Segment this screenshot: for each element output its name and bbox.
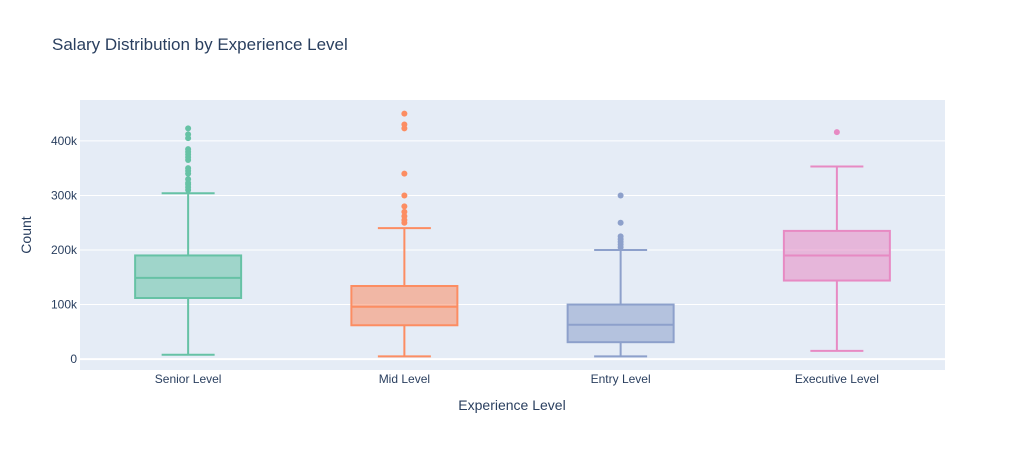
outlier-point: [834, 129, 840, 135]
y-tick-label: 100k: [51, 298, 78, 312]
x-axis-title: Experience Level: [458, 397, 565, 413]
iqr-box: [568, 305, 674, 343]
x-tick-label: Senior Level: [155, 372, 222, 386]
outlier-point: [401, 209, 407, 215]
outlier-point: [618, 192, 624, 198]
outlier-point: [618, 220, 624, 226]
outlier-point: [185, 146, 191, 152]
outlier-point: [185, 165, 191, 171]
y-axis-ticks: 0 100k 200k 300k 400k: [51, 134, 78, 366]
iqr-box: [351, 286, 457, 325]
outlier-point: [401, 171, 407, 177]
iqr-box: [135, 255, 241, 298]
x-tick-label: Executive Level: [795, 372, 879, 386]
outlier-point: [185, 125, 191, 131]
y-tick-label: 300k: [51, 188, 78, 202]
outlier-point: [401, 111, 407, 117]
x-tick-label: Entry Level: [591, 372, 651, 386]
outlier-point: [618, 233, 624, 239]
outlier-point: [401, 122, 407, 128]
outlier-point: [401, 203, 407, 209]
outlier-point: [185, 131, 191, 137]
y-axis-title: Count: [18, 216, 34, 253]
y-tick-label: 200k: [51, 243, 78, 257]
y-tick-label: 0: [70, 352, 77, 366]
outlier-point: [185, 176, 191, 182]
x-axis-ticks: Senior Level Mid Level Entry Level Executiv…: [155, 372, 879, 386]
x-tick-label: Mid Level: [379, 372, 430, 386]
outlier-point: [401, 192, 407, 198]
y-tick-label: 400k: [51, 134, 78, 148]
chart-title: Salary Distribution by Experience Level: [52, 35, 348, 54]
